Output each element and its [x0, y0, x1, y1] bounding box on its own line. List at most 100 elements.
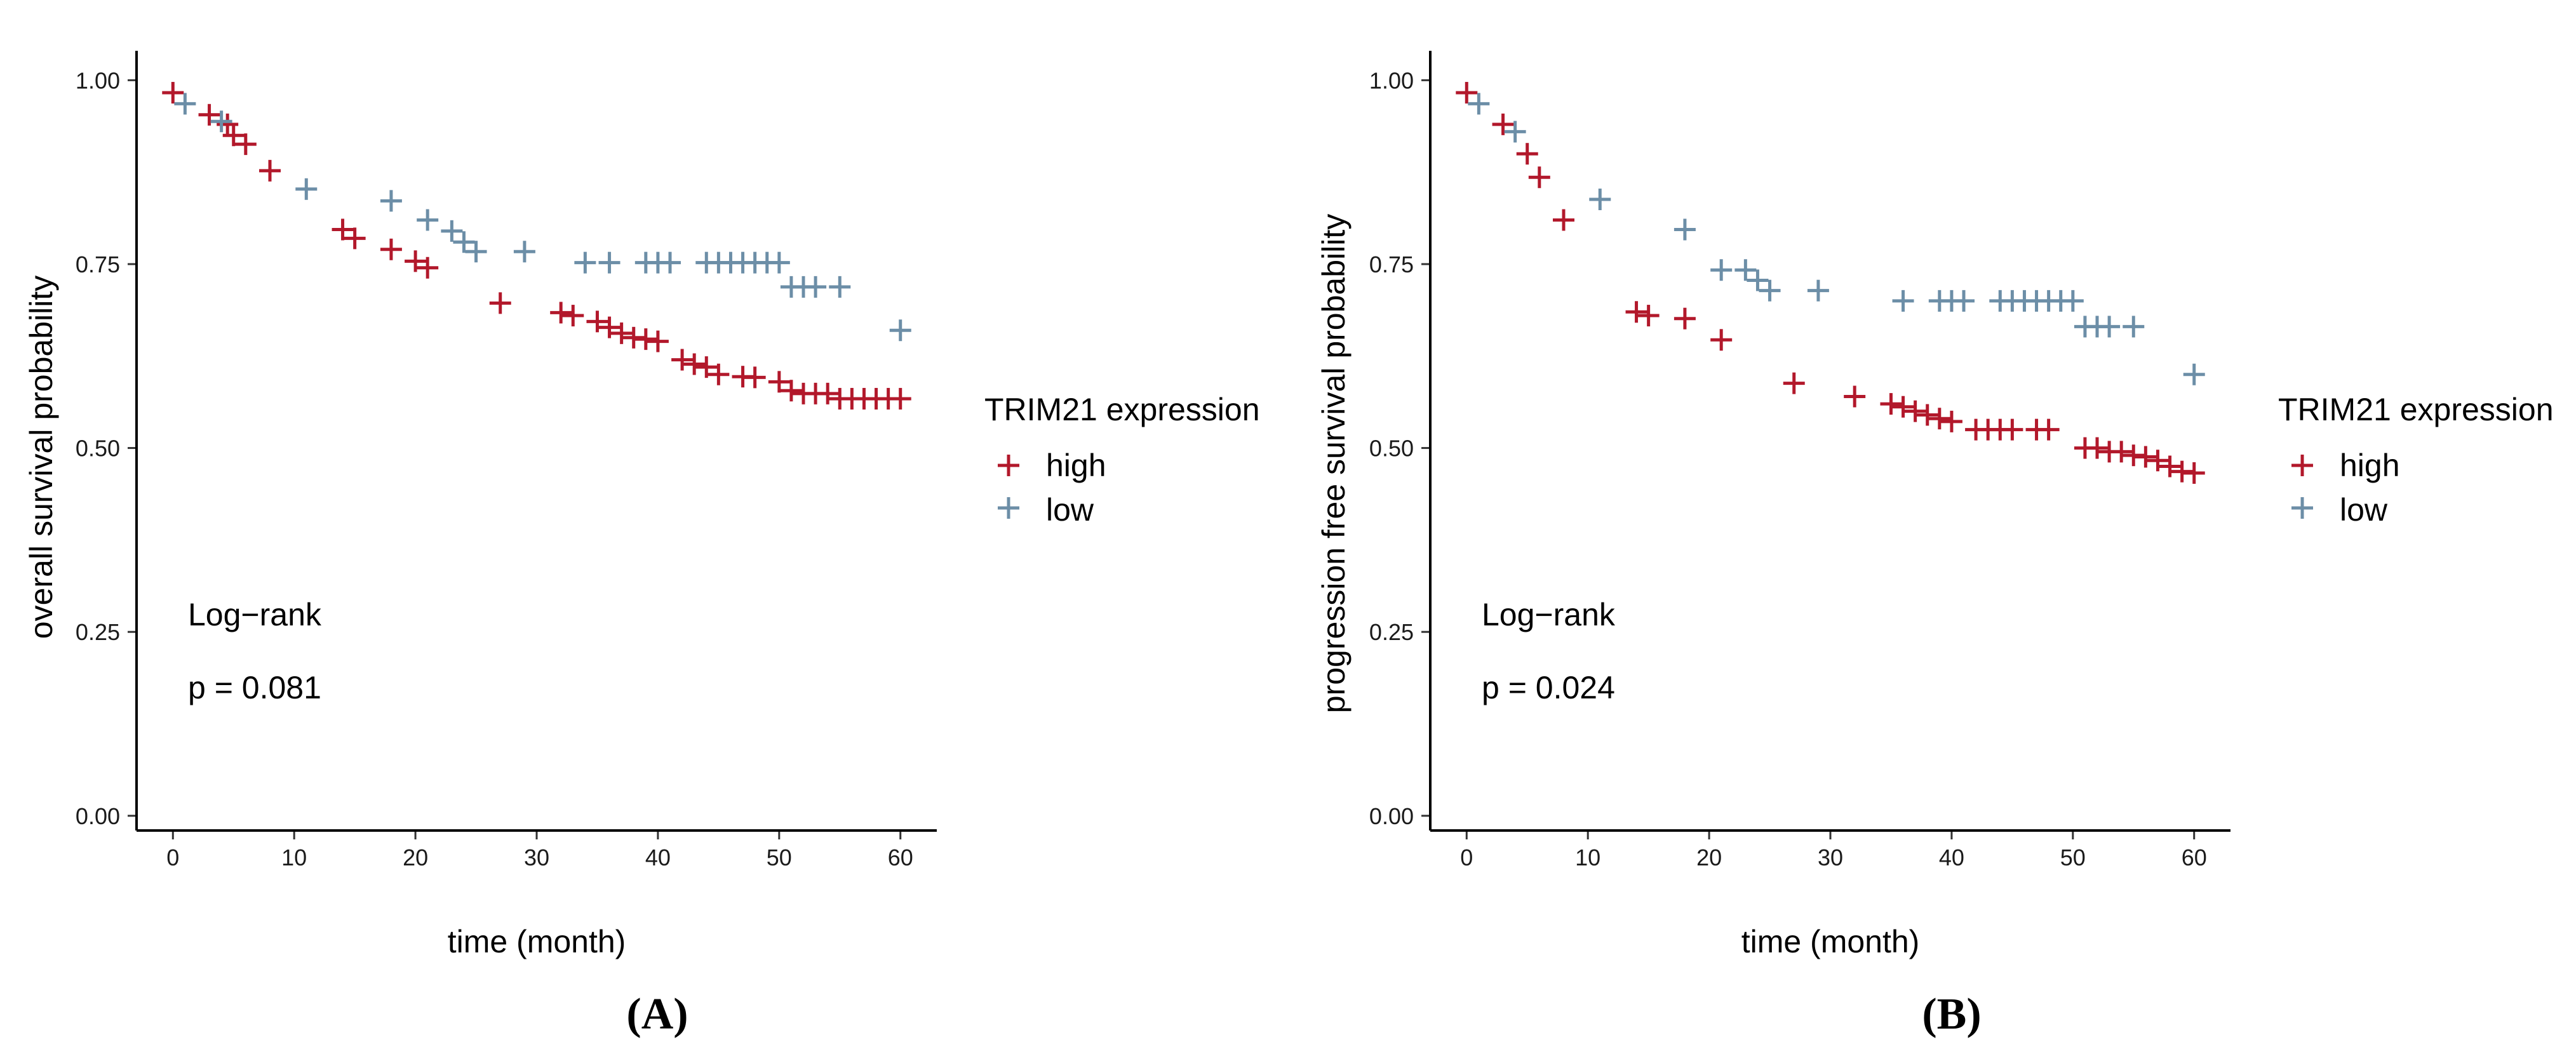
point-high: [2159, 455, 2181, 477]
y-axis-ticks: 0.00 0.25 0.50 0.75 1.00: [76, 67, 137, 829]
y-tick-label: 0.25: [1369, 619, 1414, 645]
point-low: [2062, 290, 2084, 312]
x-tick-label: 0: [1460, 844, 1473, 871]
point-low: [574, 251, 596, 274]
point-high: [1674, 307, 1696, 330]
legend-label-low: low: [2340, 492, 2388, 528]
point-low: [1710, 259, 1733, 281]
point-high: [1492, 113, 1514, 135]
point-low: [829, 276, 851, 298]
series-high: [1456, 82, 2205, 484]
point-low: [1807, 279, 1829, 302]
p-value-label: p = 0.024: [1482, 670, 1615, 705]
log-rank-label: Log−rank: [1482, 597, 1616, 632]
x-tick-label: 20: [403, 844, 428, 871]
axes: [135, 51, 937, 832]
panel-label: (B): [1922, 990, 1981, 1039]
legend-label-high: high: [1046, 448, 1106, 483]
x-tick-label: 50: [767, 844, 792, 871]
point-low: [1747, 269, 1769, 291]
x-tick-label: 50: [2060, 844, 2086, 871]
x-axis-ticks: 0 10 20 30 40 50 60: [1460, 831, 2207, 871]
panel-b: progression free survival probability 0.…: [1316, 51, 2554, 1039]
legend-label-low: low: [1046, 492, 1094, 528]
series-low: [174, 93, 911, 342]
point-high: [610, 322, 633, 344]
point-low: [598, 251, 621, 274]
point-low: [210, 110, 232, 133]
point-high: [768, 371, 790, 393]
y-tick-label: 0.75: [1369, 251, 1414, 277]
point-high: [198, 103, 220, 126]
log-rank-label: Log−rank: [188, 597, 322, 632]
legend-keys: [998, 455, 1019, 519]
point-low: [2183, 363, 2205, 385]
point-high: [1844, 385, 1866, 408]
point-high: [2110, 441, 2133, 463]
point-low: [1468, 93, 1490, 115]
point-high: [380, 238, 402, 260]
legend-key-high: [2291, 455, 2313, 476]
axes: [1429, 51, 2231, 832]
point-high: [1710, 329, 1733, 351]
point-high: [259, 159, 281, 182]
point-high: [405, 250, 427, 272]
point-low: [1674, 218, 1696, 241]
point-high: [344, 227, 366, 250]
y-tick-label: 0.25: [76, 619, 120, 645]
point-high: [683, 353, 706, 375]
point-high: [222, 124, 245, 147]
point-low: [2123, 316, 2145, 338]
y-tick-label: 1.00: [76, 67, 120, 93]
series-high: [162, 82, 911, 410]
point-high: [780, 380, 802, 402]
point-low: [380, 190, 402, 212]
y-tick-label: 0.00: [1369, 803, 1414, 829]
legend-key-high: [998, 455, 1019, 476]
point-high: [417, 257, 439, 279]
point-high: [817, 382, 839, 404]
point-low: [513, 241, 535, 263]
y-tick-label: 0.50: [1369, 436, 1414, 462]
y-tick-label: 0.00: [76, 803, 120, 829]
point-low: [295, 178, 318, 200]
panel-a: overall survival probability 0.00 0.25 0.5…: [23, 51, 1260, 1039]
point-high: [586, 310, 608, 333]
y-tick-label: 0.50: [76, 436, 120, 462]
p-value-label: p = 0.081: [188, 670, 321, 705]
legend-key-low: [2291, 497, 2313, 519]
point-high: [671, 349, 694, 371]
x-tick-label: 10: [281, 844, 307, 871]
legend: TRIM21 expression high low: [984, 392, 1260, 528]
x-tick-label: 40: [645, 844, 671, 871]
x-tick-label: 30: [1818, 844, 1843, 871]
point-high: [1516, 143, 1538, 165]
x-axis-title: time (month): [448, 924, 626, 959]
legend-label-high: high: [2340, 448, 2400, 483]
point-high: [1940, 410, 1962, 432]
point-high: [1928, 408, 1950, 430]
y-axis-ticks: 0.00 0.25 0.50 0.75 1.00: [1369, 67, 1430, 829]
point-low: [805, 276, 827, 298]
point-high: [1880, 393, 1902, 415]
legend: TRIM21 expression high low: [2278, 392, 2554, 528]
point-high: [647, 330, 669, 352]
x-axis-ticks: 0 10 20 30 40 50 60: [166, 831, 913, 871]
point-low: [174, 93, 196, 115]
y-axis-title: overall survival probability: [23, 276, 59, 639]
point-low: [1734, 259, 1757, 281]
legend-title: TRIM21 expression: [2278, 392, 2554, 427]
point-high: [1783, 372, 1805, 394]
point-low: [1589, 189, 1611, 211]
point-high: [2037, 418, 2060, 441]
x-tick-label: 10: [1575, 844, 1600, 871]
point-high: [695, 356, 718, 378]
point-high: [1553, 209, 1574, 231]
point-high: [162, 82, 184, 104]
legend-key-low: [998, 497, 1019, 519]
point-high: [1904, 400, 1926, 422]
point-high: [1637, 305, 1660, 327]
point-high: [634, 328, 657, 350]
point-high: [708, 363, 730, 385]
point-high: [2183, 462, 2205, 484]
